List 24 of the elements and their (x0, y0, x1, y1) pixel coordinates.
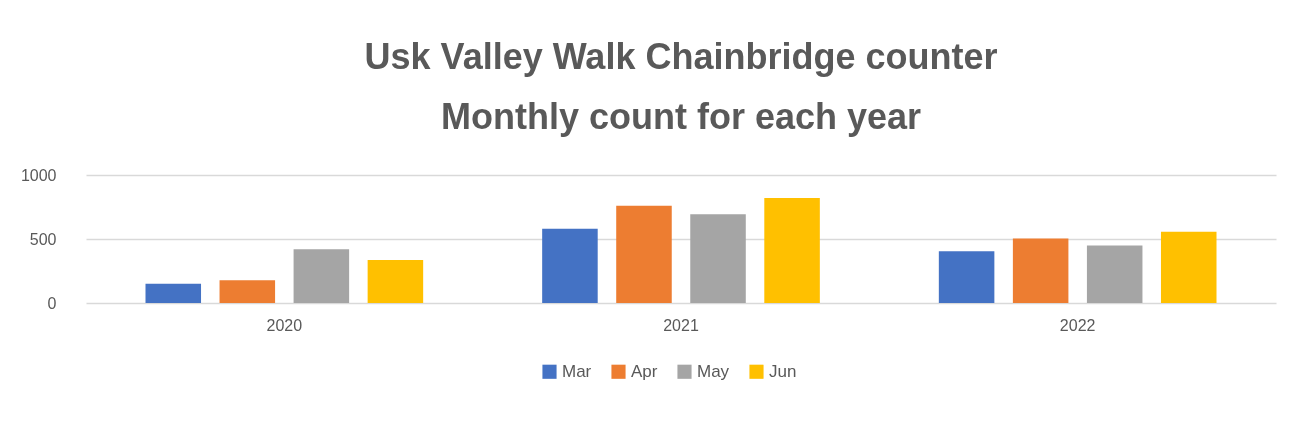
bar (1012, 238, 1069, 303)
legend-label: Mar (562, 361, 592, 381)
bar (367, 259, 424, 303)
bar (542, 228, 598, 303)
text: Monthly count for each year (440, 96, 922, 137)
legend-label: Apr (631, 361, 658, 381)
bar (938, 251, 995, 303)
bar (145, 283, 202, 303)
legend-label: Jun (769, 361, 797, 381)
x-tick-label: 2022 (1059, 316, 1096, 334)
legend-label: May (697, 361, 730, 381)
bar (616, 205, 672, 303)
text: Usk Valley Walk Chainbridge counter (364, 36, 998, 77)
bar (764, 198, 820, 303)
bar (690, 214, 746, 303)
y-tick-label: 0 (47, 294, 57, 312)
bar (293, 249, 350, 303)
y-tick-label: 500 (29, 230, 57, 248)
bar (1086, 245, 1143, 303)
bar (219, 280, 276, 303)
bar (1160, 231, 1217, 303)
y-tick-label: 1000 (20, 166, 57, 184)
x-tick-label: 2020 (266, 316, 303, 334)
x-tick-label: 2021 (663, 316, 699, 334)
